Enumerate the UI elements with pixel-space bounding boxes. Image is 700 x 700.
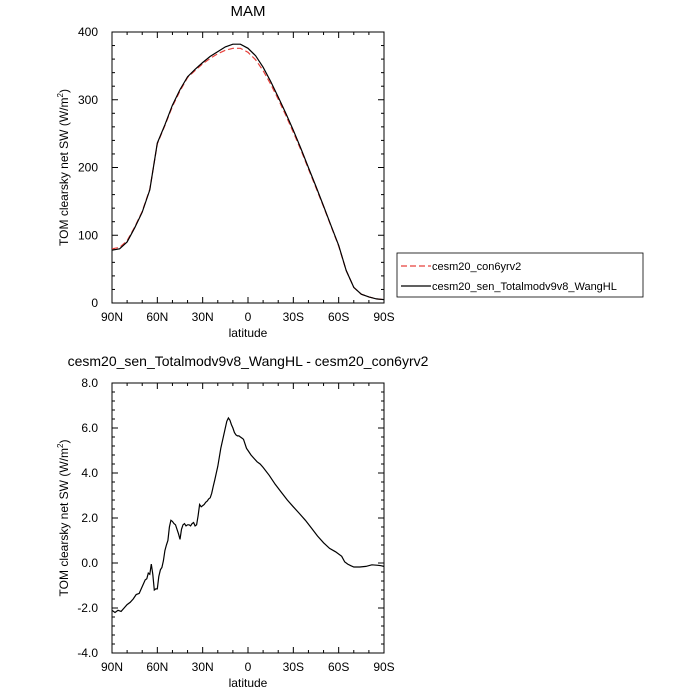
legend-box <box>396 252 644 298</box>
plot-frame <box>111 382 385 654</box>
series-line-1 <box>112 416 384 614</box>
y-tick-label: 100 <box>78 228 98 242</box>
x-tick-label: 30N <box>192 660 214 674</box>
x-tick-label: 30S <box>283 310 304 324</box>
x-tick-label: 60N <box>146 660 168 674</box>
legend: cesm20_con6yrv2 cesm20_sen_Totalmodv9v8_W… <box>396 252 644 298</box>
y-tick-label: -2.0 <box>77 601 98 615</box>
x-axis-label: latitude <box>229 326 268 340</box>
y-tick-label: 2.0 <box>81 511 98 525</box>
y-tick-label: 8.0 <box>81 376 98 390</box>
y-axis-label: TOM clearsky net SW (W/m2) <box>56 440 71 597</box>
series-line-2 <box>112 43 384 301</box>
y-tick-label: -4.0 <box>77 646 98 660</box>
x-axis-label: latitude <box>229 676 268 690</box>
x-tick-label: 60S <box>328 660 349 674</box>
x-tick-label: 30N <box>192 310 214 324</box>
x-tick-label: 90N <box>101 310 123 324</box>
legend-entry: cesm20_con6yrv2 <box>432 261 521 273</box>
y-tick-label: 6.0 <box>81 421 98 435</box>
y-axis-label: TOM clearsky net SW (W/m2) <box>56 89 71 246</box>
chart-title: MAM <box>231 3 266 20</box>
y-tick-label: 200 <box>78 161 98 175</box>
x-tick-label: 90S <box>373 310 394 324</box>
y-tick-label: 0 <box>91 296 98 310</box>
x-tick-label: 60S <box>328 310 349 324</box>
y-tick-label: 4.0 <box>81 466 98 480</box>
x-tick-label: 90S <box>373 660 394 674</box>
x-tick-label: 60N <box>146 310 168 324</box>
x-tick-label: 0 <box>245 310 252 324</box>
chart-panel-1: MAM 90N 60N 30N 0 30S 60S 90S 0 100 200 300 400 latit… <box>56 3 644 340</box>
y-tick-label: 400 <box>78 25 98 39</box>
y-tick-label: 300 <box>78 93 98 107</box>
legend-entry: cesm20_sen_Totalmodv9v8_WangHL <box>432 281 617 293</box>
x-tick-label: 90N <box>101 660 123 674</box>
x-tick-label: 30S <box>283 660 304 674</box>
chart-panel-2: cesm20_sen_Totalmodv9v8_WangHL - cesm20_… <box>56 353 429 690</box>
y-tick-label: 0.0 <box>81 556 98 570</box>
x-tick-label: 0 <box>245 660 252 674</box>
chart-title: cesm20_sen_Totalmodv9v8_WangHL - cesm20_… <box>68 353 429 369</box>
